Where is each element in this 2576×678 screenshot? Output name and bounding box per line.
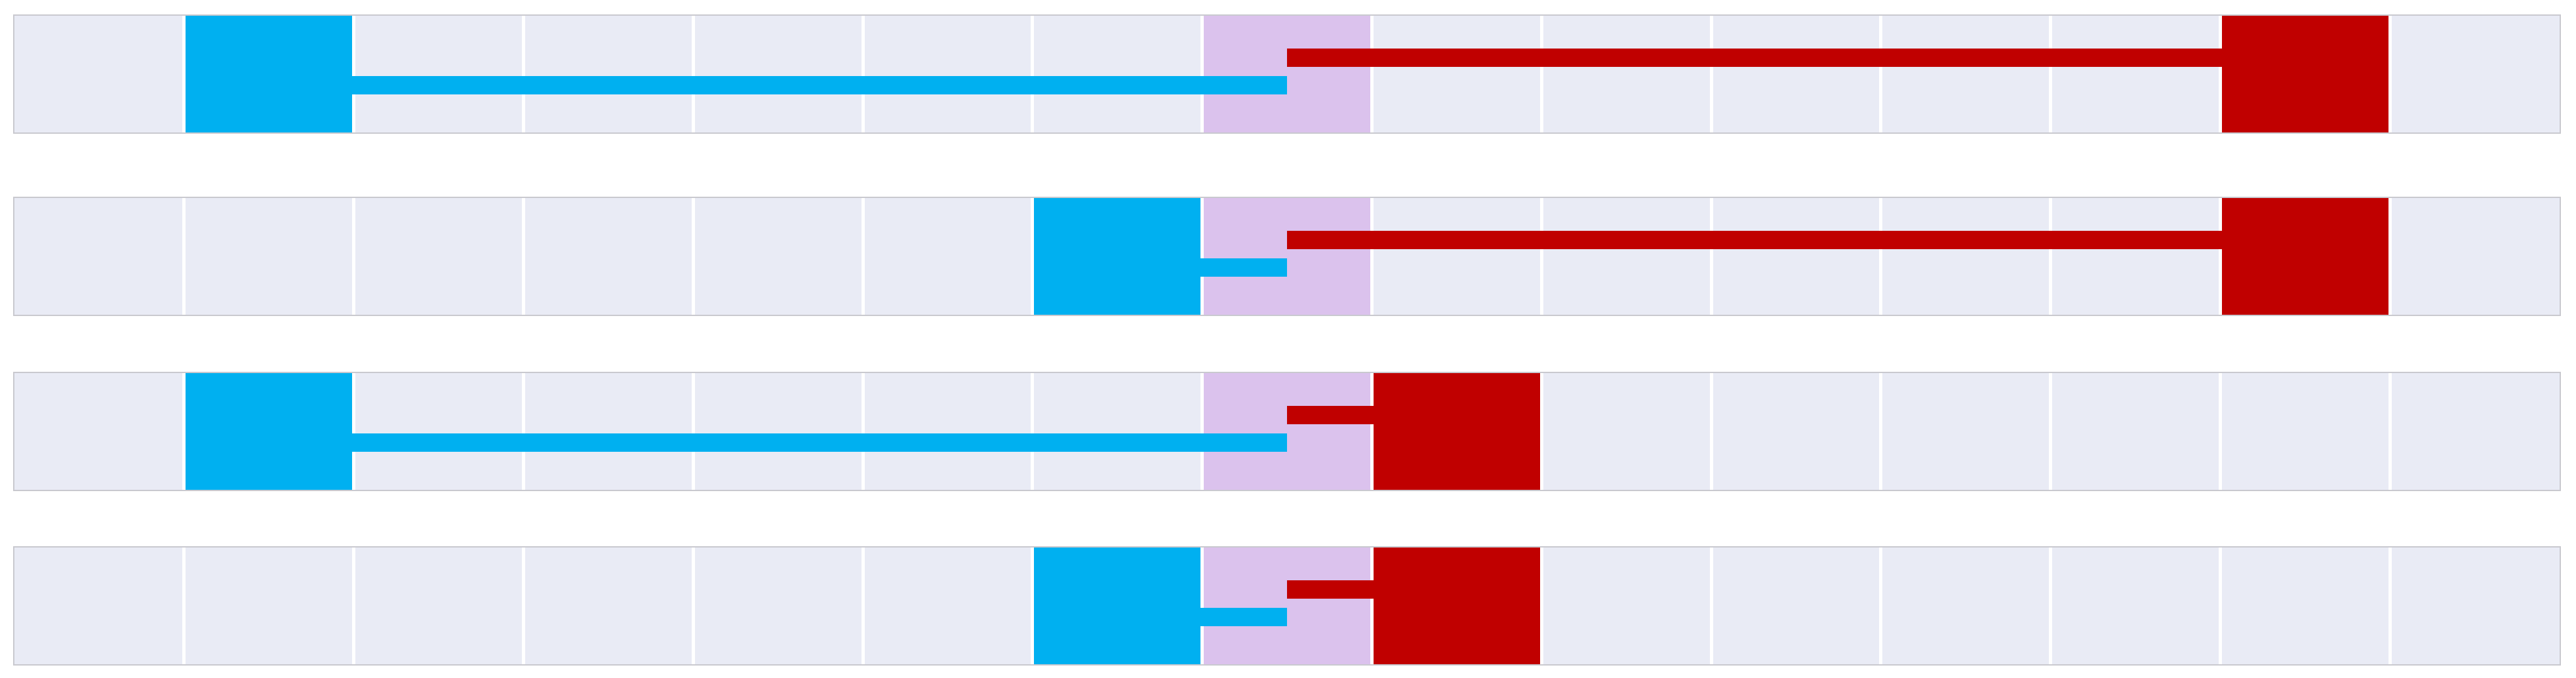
cell-divider — [1709, 373, 1713, 490]
left-connector-line — [1200, 608, 1287, 626]
cell-divider — [352, 373, 356, 490]
cell-divider — [1539, 198, 1543, 315]
cell-divider — [1709, 16, 1713, 132]
cell-divider — [352, 198, 356, 315]
right-connector-line — [1287, 49, 2222, 67]
cell-divider — [1370, 16, 1374, 132]
cell-divider — [2388, 373, 2392, 490]
left-block — [1034, 548, 1201, 664]
cell-divider — [1200, 198, 1204, 315]
cell-divider — [691, 548, 695, 664]
cell-divider — [1539, 16, 1543, 132]
cell-divider — [521, 373, 525, 490]
cell-divider — [1031, 198, 1035, 315]
cell-divider — [352, 548, 356, 664]
cell-divider — [2049, 198, 2053, 315]
cell-divider — [2218, 16, 2222, 132]
target-cell — [1202, 198, 1372, 315]
cell-divider — [861, 373, 865, 490]
target-cell — [1202, 16, 1372, 132]
cell-divider — [1031, 373, 1035, 490]
right-block — [1373, 373, 1540, 490]
cell-divider — [521, 548, 525, 664]
cell-divider — [182, 16, 186, 132]
cell-divider — [1370, 198, 1374, 315]
track-3 — [13, 372, 2561, 491]
cell-divider — [2218, 548, 2222, 664]
track-1 — [13, 14, 2561, 134]
cell-divider — [1200, 548, 1204, 664]
cell-divider — [352, 16, 356, 132]
cell-divider — [1539, 548, 1543, 664]
left-connector-line — [352, 433, 1287, 452]
cell-divider — [182, 373, 186, 490]
cell-divider — [2388, 16, 2392, 132]
cell-divider — [861, 16, 865, 132]
cell-divider — [1539, 373, 1543, 490]
cell-divider — [521, 198, 525, 315]
left-connector-line — [352, 76, 1287, 94]
cell-divider — [2049, 548, 2053, 664]
cell-divider — [1200, 373, 1204, 490]
cell-divider — [861, 198, 865, 315]
cell-divider — [1200, 16, 1204, 132]
left-connector-line — [1200, 258, 1287, 277]
cell-divider — [1879, 373, 1883, 490]
cell-divider — [2049, 16, 2053, 132]
cell-divider — [2218, 198, 2222, 315]
cell-divider — [521, 16, 525, 132]
cell-divider — [182, 198, 186, 315]
right-connector-line — [1287, 580, 1374, 599]
right-block — [2221, 198, 2388, 315]
right-connector-line — [1287, 231, 2222, 249]
cell-divider — [691, 16, 695, 132]
cell-divider — [2388, 548, 2392, 664]
left-block — [186, 16, 353, 132]
cell-divider — [182, 548, 186, 664]
left-block — [1034, 198, 1201, 315]
right-block — [2221, 16, 2388, 132]
target-cell — [1202, 548, 1372, 664]
cell-divider — [2388, 198, 2392, 315]
cell-divider — [691, 373, 695, 490]
cell-divider — [1370, 548, 1374, 664]
cell-divider — [1031, 16, 1035, 132]
right-block — [1373, 548, 1540, 664]
cell-divider — [1709, 548, 1713, 664]
right-connector-line — [1287, 406, 1374, 424]
cell-divider — [1031, 548, 1035, 664]
cell-divider — [1879, 16, 1883, 132]
cell-divider — [1709, 198, 1713, 315]
track-2 — [13, 197, 2561, 316]
cell-divider — [1370, 373, 1374, 490]
track-4 — [13, 546, 2561, 666]
cell-divider — [2049, 373, 2053, 490]
cell-divider — [691, 198, 695, 315]
cell-divider — [1879, 548, 1883, 664]
cell-divider — [1879, 198, 1883, 315]
target-cell — [1202, 373, 1372, 490]
cell-divider — [861, 548, 865, 664]
left-block — [186, 373, 353, 490]
cell-divider — [2218, 373, 2222, 490]
